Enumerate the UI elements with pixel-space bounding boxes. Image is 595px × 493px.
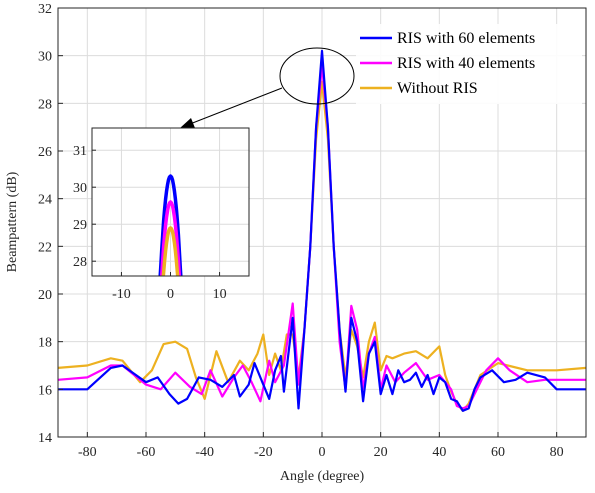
- x-tick-labels: -80 -60 -40 -20 0 20 40 60 80: [78, 432, 564, 460]
- x-tick-label: -20: [254, 445, 273, 460]
- inset-peak-2: [159, 200, 182, 276]
- inset-x-tick-labels: -10 0 10: [112, 272, 227, 302]
- inset-x-tick-label: 0: [167, 287, 174, 302]
- x-tick-label: -40: [195, 445, 214, 460]
- x-tick-label: 80: [550, 445, 564, 460]
- x-axis-label: Angle (degree): [280, 469, 365, 484]
- y-tick-labels: 14 16 18 20 22 24 26 28 30 32: [38, 2, 63, 446]
- inset-peak-1: [158, 174, 183, 276]
- y-tick-label: 24: [38, 193, 52, 208]
- inset-y-tick-labels: 28 29 30 31: [73, 144, 96, 270]
- inset-y-tick-label: 28: [73, 255, 87, 270]
- inset-y-tick-label: 29: [73, 218, 87, 233]
- x-tick-label: 60: [491, 445, 505, 460]
- legend-label-2: RIS with 40 elements: [397, 55, 535, 72]
- zoom-arrow-head: [180, 118, 195, 128]
- y-tick-label: 20: [38, 288, 52, 303]
- legend-label-3: Without RIS: [397, 80, 478, 97]
- x-tick-label: 20: [374, 445, 388, 460]
- y-tick-label: 14: [38, 431, 52, 446]
- y-tick-label: 16: [38, 383, 52, 398]
- legend: RIS with 60 elements RIS with 40 elements…: [356, 24, 582, 104]
- y-tick-label: 32: [38, 2, 52, 17]
- y-tick-label: 30: [38, 50, 52, 65]
- peak-highlight-ellipse: [279, 47, 355, 105]
- y-tick-label: 18: [38, 336, 52, 351]
- zoom-arrow-line: [189, 87, 283, 125]
- x-tick-label: 0: [319, 445, 326, 460]
- y-axis-label: Beampattern (dB): [5, 171, 20, 272]
- main-series-lines: [57, 49, 587, 412]
- legend-label-1: RIS with 60 elements: [397, 30, 535, 47]
- inset-zoom-plot: -10 0 10 28 29 30 31: [73, 127, 250, 302]
- series-line-3: [57, 80, 587, 412]
- inset-grid: [92, 128, 249, 276]
- legend-box: [356, 24, 582, 104]
- inset-x-tick-label: -10: [112, 287, 131, 302]
- x-tick-label: -60: [137, 445, 156, 460]
- inset-y-tick-label: 30: [73, 181, 87, 196]
- inset-y-tick-label: 31: [73, 144, 87, 159]
- x-tick-label: -80: [78, 445, 97, 460]
- x-tick-label: 40: [432, 445, 446, 460]
- series-line-1: [58, 49, 586, 412]
- inset-series-peaks: [158, 174, 183, 276]
- y-tick-label: 26: [38, 145, 52, 160]
- y-tick-label: 22: [38, 240, 52, 255]
- y-tick-label: 28: [38, 97, 52, 112]
- inset-peak-3: [161, 226, 180, 276]
- inset-x-tick-label: 10: [213, 287, 227, 302]
